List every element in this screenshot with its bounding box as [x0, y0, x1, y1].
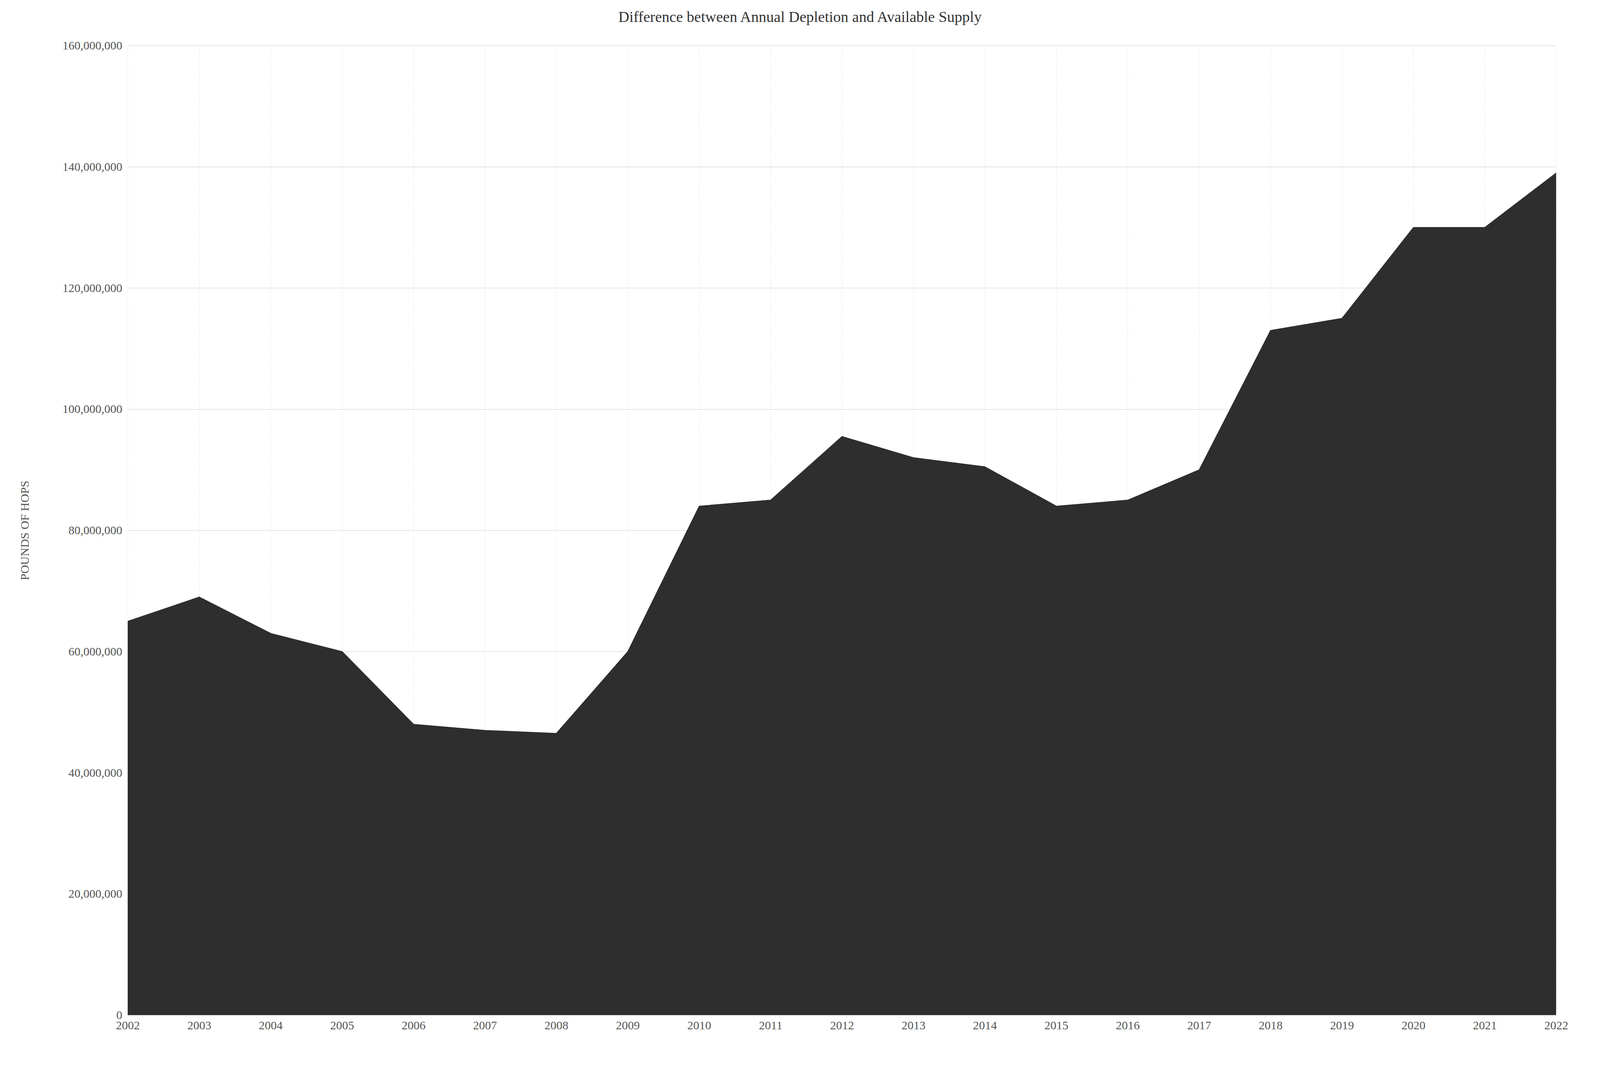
svg-text:2002: 2002: [116, 1018, 141, 1032]
svg-text:2016: 2016: [1116, 1018, 1140, 1032]
svg-text:40,000,000: 40,000,000: [68, 766, 123, 780]
svg-text:2008: 2008: [544, 1018, 569, 1032]
svg-text:2003: 2003: [187, 1018, 212, 1032]
svg-text:140,000,000: 140,000,000: [62, 160, 123, 174]
svg-text:2022: 2022: [1544, 1018, 1569, 1032]
svg-text:2018: 2018: [1258, 1018, 1283, 1032]
svg-text:2020: 2020: [1401, 1018, 1426, 1032]
svg-text:100,000,000: 100,000,000: [62, 402, 123, 416]
svg-text:2011: 2011: [758, 1018, 783, 1032]
svg-text:2017: 2017: [1187, 1018, 1212, 1032]
svg-text:60,000,000: 60,000,000: [68, 644, 123, 658]
svg-text:160,000,000: 160,000,000: [62, 38, 123, 52]
svg-text:POUNDS OF HOPS: POUNDS OF HOPS: [17, 480, 32, 581]
svg-text:2005: 2005: [330, 1018, 355, 1032]
svg-text:80,000,000: 80,000,000: [68, 523, 123, 537]
svg-text:0: 0: [116, 1008, 123, 1022]
svg-text:2007: 2007: [473, 1018, 498, 1032]
svg-text:2009: 2009: [616, 1018, 640, 1032]
svg-text:2006: 2006: [401, 1018, 426, 1032]
svg-text:2010: 2010: [687, 1018, 712, 1032]
svg-text:2019: 2019: [1330, 1018, 1355, 1032]
svg-text:2004: 2004: [258, 1018, 283, 1032]
svg-text:2021: 2021: [1473, 1018, 1498, 1032]
svg-text:2013: 2013: [901, 1018, 926, 1032]
svg-text:120,000,000: 120,000,000: [62, 281, 123, 295]
svg-text:20,000,000: 20,000,000: [68, 886, 123, 901]
svg-text:2014: 2014: [973, 1018, 998, 1032]
html-text:Difference between Annual Depl: Difference between Annual Depletion and …: [618, 8, 982, 26]
svg-text:2012: 2012: [830, 1018, 855, 1032]
svg-text:2015: 2015: [1044, 1018, 1069, 1032]
